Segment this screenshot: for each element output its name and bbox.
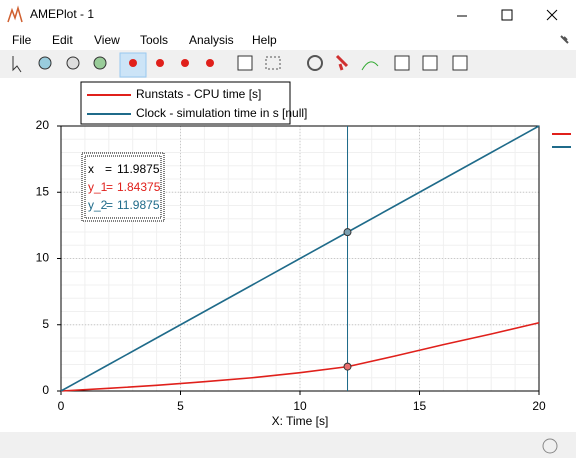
window-title: AMEPlot - 1 [30,7,94,21]
pin-icon[interactable] [560,35,569,44]
tool-layout[interactable] [265,56,281,70]
readout-sep: = [105,162,112,176]
tool-table[interactable] [237,55,253,71]
menu-item[interactable]: Analysis [189,33,234,47]
y-tick-label: 10 [36,251,50,265]
tool-cursor[interactable] [129,59,137,67]
tool-export[interactable] [394,55,410,71]
x-axis-label: X: Time [s] [272,414,329,428]
cursor-readout-box [81,152,165,222]
app-icon [7,5,23,23]
plot: 0 5 10 15 20 0 5 10 15 20 X: Time [s] Runstats - CP… [36,81,571,428]
cursor-readout-inner [84,155,162,219]
cursor-marker [343,362,352,371]
tool-cursor-4[interactable] [206,59,214,67]
legend-label: Clock - simulation time in s [null] [136,106,307,120]
readout-value: 11.9875 [117,198,160,212]
readout-value: 1.84375 [117,180,161,194]
series-line [60,125,540,392]
readout-value: 11.9875 [117,162,160,176]
readout-sep: = [106,198,113,212]
menu-bar [0,30,576,50]
y-tick-label: 15 [36,184,50,198]
x-tick-label: 10 [293,399,307,413]
toolbar [12,52,468,78]
x-tick-label: 20 [532,399,546,413]
legend-box [80,81,291,125]
tool-refresh[interactable] [307,55,323,71]
tool-zoom[interactable] [38,56,52,70]
tool-zoom-out[interactable] [66,56,80,70]
series-line [60,321,540,392]
legend-label: Runstats - CPU time [s] [136,87,261,101]
plot-frame [60,125,540,392]
title-bar [0,0,576,30]
y-tick-label: 0 [42,383,49,397]
status-bar [0,432,576,458]
readout-name: y_2 [88,198,108,212]
readout-name: y_1 [88,180,108,194]
tool-select[interactable] [12,56,22,73]
menu-item[interactable]: View [94,33,120,47]
tool-pin[interactable] [335,54,349,71]
x-tick-label: 0 [58,399,65,413]
tool-settings[interactable] [422,55,438,71]
x-tick-label: 15 [413,399,427,413]
x-tick-label: 5 [177,399,184,413]
readout-sep: = [106,180,113,194]
menu-item[interactable]: Edit [52,33,73,47]
tool-pan[interactable] [93,56,107,70]
y-tick-label: 20 [36,118,50,132]
maximize-button[interactable] [501,9,513,21]
tool-cursor-3[interactable] [181,59,189,67]
tool-cursor-2[interactable] [156,59,164,67]
menu-item[interactable]: Tools [140,33,168,47]
cursor-marker [343,228,352,237]
menu-item[interactable]: Help [252,33,277,47]
tool-curves[interactable] [361,61,379,71]
readout-name: x [88,162,94,176]
y-tick-label: 5 [42,317,49,331]
close-button[interactable] [546,9,558,21]
status-clock-icon [542,438,558,454]
menu-item[interactable]: File [12,33,32,47]
plot-canvas [0,78,576,432]
tool-new-plot[interactable] [452,55,468,71]
